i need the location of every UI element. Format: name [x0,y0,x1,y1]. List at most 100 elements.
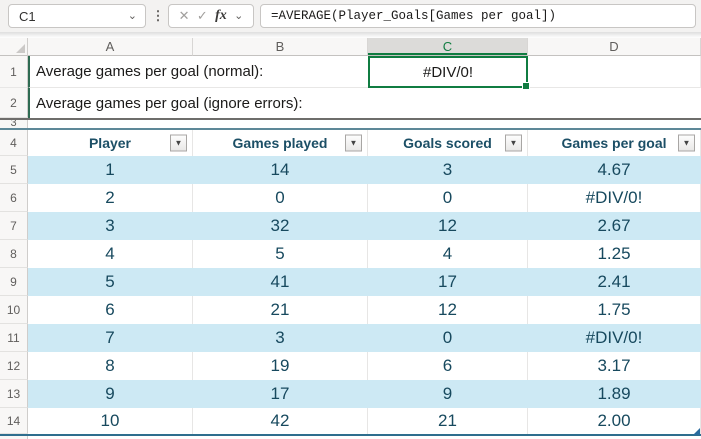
table-body: 5 1 14 3 4.67 6 2 0 0 #DIV/0! 7 3 32 12 2.67 8 4 5 4 1.25 9 5… [0,156,701,436]
table-cell[interactable]: 1 [28,156,193,184]
table-cell[interactable]: 19 [193,352,368,380]
sheet-row-2: 2 Average games per goal (ignore errors)… [0,88,701,118]
table-cell[interactable]: 5 [28,268,193,296]
table-cell[interactable]: 5 [193,240,368,268]
sheet-row-3-collapsed: 3 [0,118,701,130]
filter-dropdown-icon[interactable]: ▼ [170,134,187,152]
table-header-games-played[interactable]: Games played ▼ [193,130,368,156]
sheet-row-1: 1 Average games per goal (normal): #DIV/… [0,56,701,90]
table-cell[interactable]: 17 [368,268,528,296]
table-cell[interactable]: 3 [193,324,368,352]
cell-c1-active[interactable]: #DIV/0! [368,56,530,90]
row-header[interactable]: 13 [0,380,28,408]
row-header[interactable]: 6 [0,184,28,212]
row-header[interactable] [0,436,28,439]
table-cell[interactable]: 17 [193,380,368,408]
table-header-games-per-goal[interactable]: Games per goal ▼ [528,130,701,156]
table-cell[interactable]: 41 [193,268,368,296]
table-cell[interactable]: 3.17 [528,352,701,380]
table-cell[interactable]: 21 [368,408,528,434]
column-header-c[interactable]: C [368,38,528,56]
row-header[interactable]: 2 [0,88,28,118]
enter-icon[interactable]: ✓ [196,8,208,23]
table-cell[interactable]: 6 [368,352,528,380]
row-header[interactable]: 7 [0,212,28,240]
table-cell[interactable]: 2.41 [528,268,701,296]
table-cell[interactable]: 42 [193,408,368,434]
table-cell[interactable]: 1.89 [528,380,701,408]
formula-text: =AVERAGE(Player_Goals[Games per goal]) [271,9,557,23]
column-header-d[interactable]: D [528,38,701,56]
formula-actions: ✕ ✓ fx ⌄ [168,4,254,28]
table-cell[interactable]: 4 [28,240,193,268]
table-header-goals-scored[interactable]: Goals scored ▼ [368,130,528,156]
row-header[interactable]: 9 [0,268,28,296]
table-row: 8 4 5 4 1.25 [0,240,701,268]
table-row: 7 3 32 12 2.67 [0,212,701,240]
table-cell[interactable]: 0 [193,184,368,212]
row-header[interactable]: 12 [0,352,28,380]
insert-function-icon[interactable]: fx [215,8,227,23]
table-cell[interactable]: 1.25 [528,240,701,268]
table-cell[interactable]: 21 [193,296,368,324]
table-cell[interactable]: 4 [368,240,528,268]
cell-d2[interactable] [528,88,701,118]
table-header-label: Games played [232,135,328,151]
sheet-grid: A B C D 1 Average games per goal (normal… [0,38,701,439]
cell-d1[interactable] [528,56,701,88]
select-all-button[interactable] [0,38,28,56]
table-cell[interactable]: 1.75 [528,296,701,324]
table-header-label: Games per goal [561,135,667,151]
column-header-b[interactable]: B [193,38,368,56]
row-header[interactable]: 3 [0,120,28,128]
formula-bar[interactable]: =AVERAGE(Player_Goals[Games per goal]) [260,4,696,28]
row-header[interactable]: 14 [0,408,28,434]
formula-toolbar: C1 ⌄ ⋮ ✕ ✓ fx ⌄ =AVERAGE(Player_Goals[Ga… [0,0,701,32]
filter-dropdown-icon[interactable]: ▼ [678,134,695,152]
filter-dropdown-icon[interactable]: ▼ [345,134,362,152]
table-cell[interactable]: #DIV/0! [528,184,701,212]
chevron-down-icon[interactable]: ⌄ [234,9,244,22]
row-header[interactable]: 10 [0,296,28,324]
cell-c2[interactable] [368,88,528,118]
table-cell[interactable]: 0 [368,184,528,212]
table-cell[interactable]: 12 [368,296,528,324]
column-header-a[interactable]: A [28,38,193,56]
table-header-label: Player [88,135,132,151]
cancel-icon[interactable]: ✕ [178,8,190,23]
table-cell[interactable]: 14 [193,156,368,184]
row-header[interactable]: 4 [0,130,28,156]
table-cell[interactable]: 9 [368,380,528,408]
table-cell[interactable]: 9 [28,380,193,408]
name-box[interactable]: C1 ⌄ [8,4,146,28]
row-header[interactable]: 11 [0,324,28,352]
row-header[interactable]: 8 [0,240,28,268]
chevron-down-icon[interactable]: ⌄ [127,9,137,22]
table-header-row: 4 Player ▼ Games played ▼ Goals scored ▼… [0,130,701,156]
table-cell[interactable]: 2.00 [528,408,701,434]
table-cell[interactable]: 6 [28,296,193,324]
table-header-label: Goals scored [403,135,492,151]
filter-dropdown-icon[interactable]: ▼ [505,134,522,152]
table-cell[interactable]: 4.67 [528,156,701,184]
table-cell[interactable]: 3 [368,156,528,184]
table-cell[interactable]: 3 [28,212,193,240]
cell-a1[interactable]: Average games per goal (normal): [28,56,368,88]
cell-a2[interactable]: Average games per goal (ignore errors): [28,88,368,118]
table-cell[interactable]: 10 [28,408,193,434]
row-header[interactable]: 1 [0,56,28,88]
row-header[interactable]: 5 [0,156,28,184]
table-cell[interactable]: 8 [28,352,193,380]
table-header-player[interactable]: Player ▼ [28,130,193,156]
table-cell[interactable]: 12 [368,212,528,240]
table-row: 10 6 21 12 1.75 [0,296,701,324]
table-cell[interactable]: 0 [368,324,528,352]
table-row: 12 8 19 6 3.17 [0,352,701,380]
more-options-icon[interactable]: ⋮ [151,8,165,23]
table-cell[interactable]: 7 [28,324,193,352]
table-cell[interactable]: #DIV/0! [528,324,701,352]
table-cell[interactable]: 2.67 [528,212,701,240]
table-cell[interactable]: 2 [28,184,193,212]
table-cell[interactable]: 32 [193,212,368,240]
